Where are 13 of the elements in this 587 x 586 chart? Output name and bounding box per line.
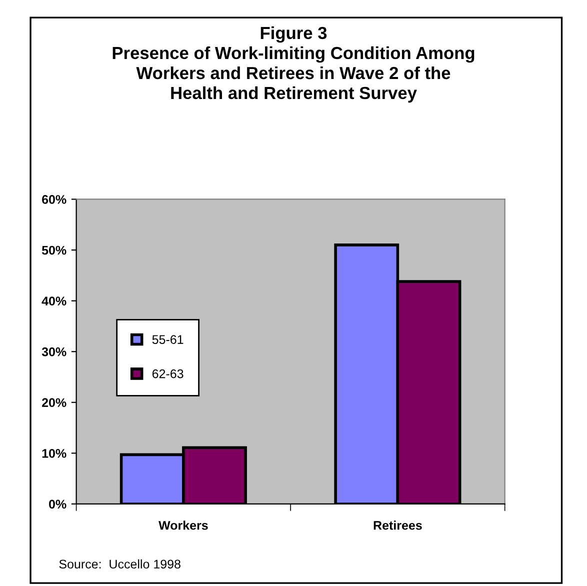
- y-tick-label: 30%: [42, 347, 66, 356]
- y-tick-label: 0%: [49, 500, 66, 509]
- y-tick-label: 60%: [42, 195, 66, 204]
- chart-title: Figure 3 Presence of Work-limiting Condition Among Workers and Retirees in Wave 2 of the Health and Retirement Survey: [112, 26, 474, 103]
- y-tick-label: 20%: [42, 398, 66, 408]
- source-note: Source: Uccello 1998: [59, 559, 180, 569]
- legend-label: 62-63: [152, 369, 184, 378]
- y-tick-label: 50%: [42, 246, 66, 255]
- y-tick-label: 40%: [42, 296, 66, 306]
- legend-label: 55-61: [152, 335, 184, 344]
- x-tick-label: Retirees: [374, 520, 422, 530]
- y-tick-label: 10%: [42, 448, 66, 458]
- x-tick-label: Workers: [158, 520, 208, 530]
